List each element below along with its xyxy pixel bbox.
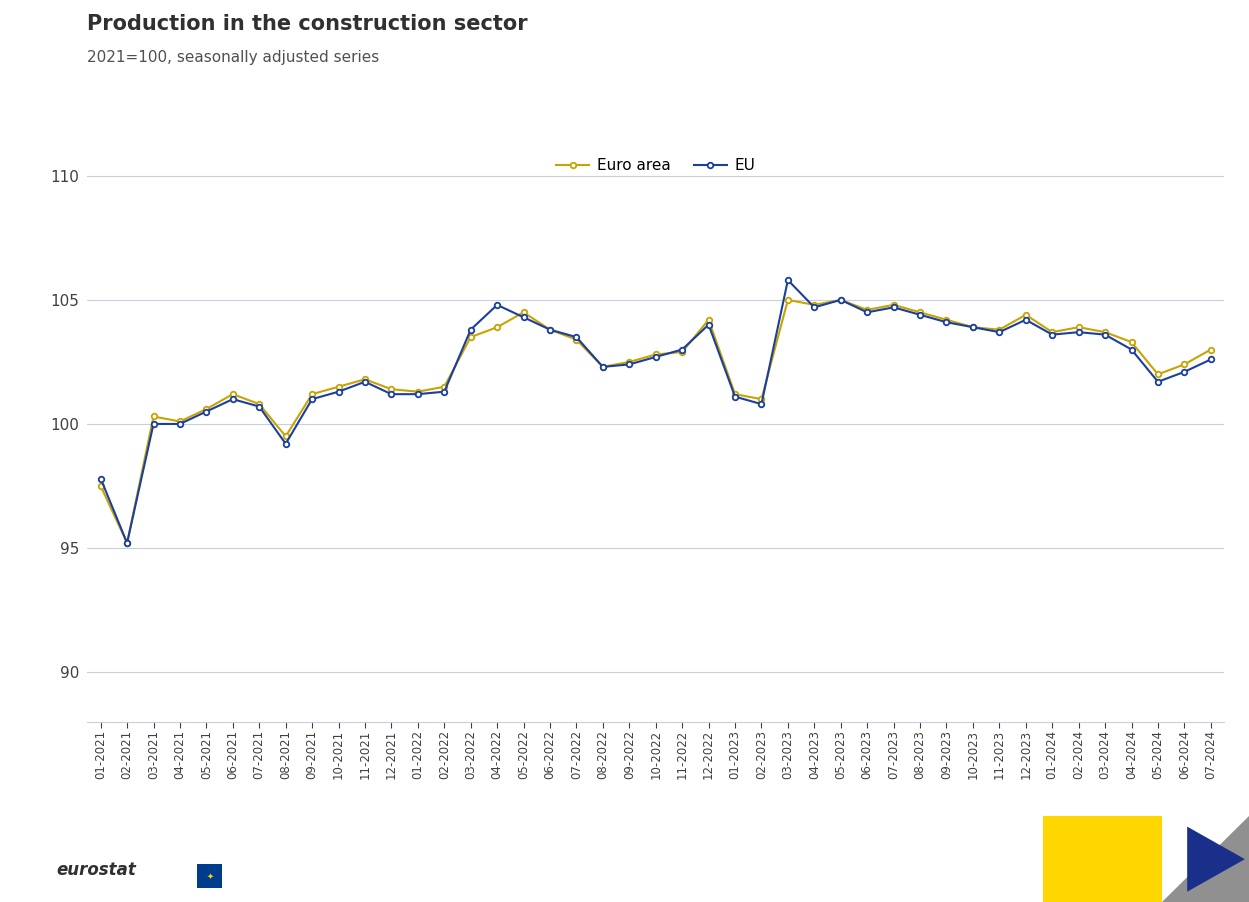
EU: [1072, 327, 1087, 337]
EU: [516, 312, 531, 323]
EU: [279, 438, 294, 449]
EU: [1177, 366, 1192, 377]
EU: [305, 393, 320, 404]
EU: [781, 274, 796, 285]
Euro area: [331, 382, 346, 392]
Euro area: [463, 332, 478, 343]
EU: [199, 406, 214, 417]
EU: [913, 309, 928, 320]
Polygon shape: [1163, 816, 1249, 902]
Euro area: [516, 307, 531, 318]
Euro area: [859, 305, 874, 316]
Euro area: [1203, 344, 1218, 354]
Text: 2021=100, seasonally adjusted series: 2021=100, seasonally adjusted series: [87, 50, 380, 65]
EU: [383, 389, 398, 400]
EU: [411, 389, 426, 400]
EU: [225, 393, 240, 404]
Euro area: [305, 389, 320, 400]
EU: [674, 344, 689, 354]
Euro area: [939, 314, 954, 325]
EU: [992, 327, 1007, 337]
Euro area: [807, 299, 822, 310]
Euro area: [94, 481, 109, 492]
EU: [1203, 354, 1218, 365]
Euro area: [172, 416, 187, 427]
EU: [437, 386, 452, 397]
EU: [939, 317, 954, 327]
Polygon shape: [1043, 816, 1163, 902]
Euro area: [833, 294, 848, 305]
EU: [357, 376, 372, 387]
Euro area: [1044, 327, 1059, 337]
Euro area: [225, 389, 240, 400]
EU: [1150, 376, 1165, 387]
Euro area: [913, 307, 928, 318]
EU: [833, 294, 848, 305]
Euro area: [701, 314, 716, 325]
Euro area: [992, 325, 1007, 336]
EU: [172, 419, 187, 429]
Euro area: [570, 334, 585, 345]
Euro area: [648, 349, 663, 360]
Euro area: [411, 386, 426, 397]
EU: [94, 473, 109, 483]
Euro area: [252, 399, 267, 410]
Legend: Euro area, EU: Euro area, EU: [550, 152, 762, 179]
Text: ✦: ✦: [206, 871, 214, 880]
Euro area: [622, 356, 637, 367]
Euro area: [383, 383, 398, 394]
EU: [1098, 329, 1113, 340]
EU: [120, 538, 135, 548]
Euro area: [727, 389, 742, 400]
EU: [331, 386, 346, 397]
EU: [701, 319, 716, 330]
EU: [754, 399, 769, 410]
EU: [648, 352, 663, 363]
EU: [570, 332, 585, 343]
Text: eurostat: eurostat: [56, 861, 136, 879]
EU: [596, 362, 611, 373]
Euro area: [886, 299, 901, 310]
EU: [542, 325, 557, 336]
Line: EU: EU: [97, 277, 1214, 546]
Euro area: [199, 403, 214, 414]
Euro area: [1177, 359, 1192, 370]
Euro area: [542, 325, 557, 336]
EU: [1124, 344, 1139, 354]
Euro area: [146, 411, 161, 422]
Polygon shape: [1187, 826, 1245, 892]
Euro area: [1018, 309, 1033, 320]
EU: [859, 307, 874, 318]
EU: [1044, 329, 1059, 340]
EU: [886, 302, 901, 313]
Text: Production in the construction sector: Production in the construction sector: [87, 14, 528, 33]
EU: [727, 391, 742, 402]
Euro area: [357, 373, 372, 384]
EU: [463, 325, 478, 336]
EU: [490, 299, 505, 310]
EU: [1018, 314, 1033, 325]
Euro area: [754, 393, 769, 404]
Euro area: [965, 322, 980, 333]
Euro area: [490, 322, 505, 333]
EU: [965, 322, 980, 333]
Euro area: [279, 431, 294, 442]
Euro area: [1098, 327, 1113, 337]
Euro area: [437, 382, 452, 392]
EU: [252, 401, 267, 412]
Euro area: [781, 294, 796, 305]
EU: [807, 302, 822, 313]
EU: [146, 419, 161, 429]
Euro area: [674, 346, 689, 357]
Euro area: [1150, 369, 1165, 380]
Euro area: [1072, 322, 1087, 333]
Euro area: [1124, 336, 1139, 347]
Euro area: [596, 362, 611, 373]
Euro area: [120, 538, 135, 548]
Line: Euro area: Euro area: [97, 297, 1214, 546]
EU: [622, 359, 637, 370]
